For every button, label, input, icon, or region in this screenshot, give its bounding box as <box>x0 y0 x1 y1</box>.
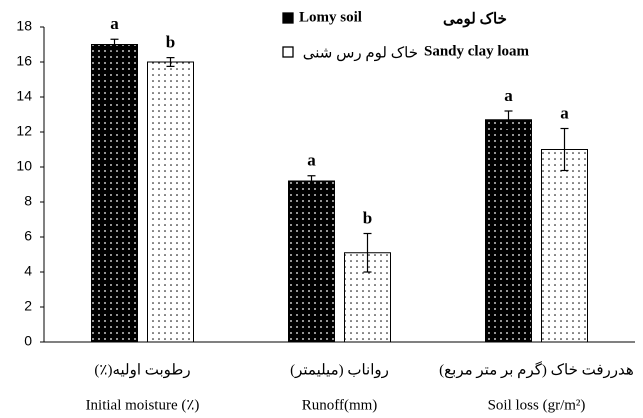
bar <box>485 119 532 343</box>
y-tick-label: 4 <box>24 263 32 279</box>
x-tick-label: Soil loss (gr/m²) <box>488 397 586 413</box>
legend-label: Lomy soil <box>299 9 362 25</box>
significance-letter: b <box>166 33 175 52</box>
x-tick-label-fa: رطوبت اولیه(٪) <box>94 362 190 378</box>
bar <box>288 180 335 343</box>
legend-marker <box>282 46 294 58</box>
y-tick-label: 6 <box>24 228 32 244</box>
legend-label: Sandy clay loam <box>424 43 530 59</box>
bar <box>91 44 138 343</box>
legend-label-fa: خاک لوم رس شنی <box>303 45 418 61</box>
significance-letter: b <box>363 208 372 227</box>
legend-marker <box>282 12 294 24</box>
error-bar <box>363 232 372 273</box>
bar <box>344 252 391 343</box>
error-bar <box>110 38 119 51</box>
y-tick-label: 8 <box>24 193 32 209</box>
y-tick-label: 12 <box>16 123 32 139</box>
y-tick-label: 10 <box>16 158 32 174</box>
x-tick-label: Runoff(mm) <box>302 397 378 413</box>
significance-letter: a <box>307 151 316 170</box>
x-tick-label: Initial moisture (٪) <box>86 397 200 413</box>
x-tick-label-fa: رواناب (میلیمتر) <box>290 362 389 378</box>
error-bar <box>504 110 513 130</box>
bar <box>541 149 588 343</box>
significance-letter: a <box>560 103 569 122</box>
y-tick-label: 16 <box>16 53 32 69</box>
y-tick-label: 2 <box>24 298 32 314</box>
x-tick-label-fa: هدررفت خاک (گرم بر متر مربع) <box>439 360 634 378</box>
significance-letter: a <box>504 86 513 105</box>
y-tick-label: 14 <box>16 88 32 104</box>
error-bar <box>560 127 569 172</box>
error-bar <box>166 57 175 67</box>
significance-letter: a <box>110 14 119 33</box>
y-tick-label: 18 <box>16 18 32 34</box>
error-bar <box>307 175 316 187</box>
bar <box>147 61 194 343</box>
legend-label-fa: خاک لومی <box>443 11 507 27</box>
y-tick-label: 0 <box>24 333 32 349</box>
